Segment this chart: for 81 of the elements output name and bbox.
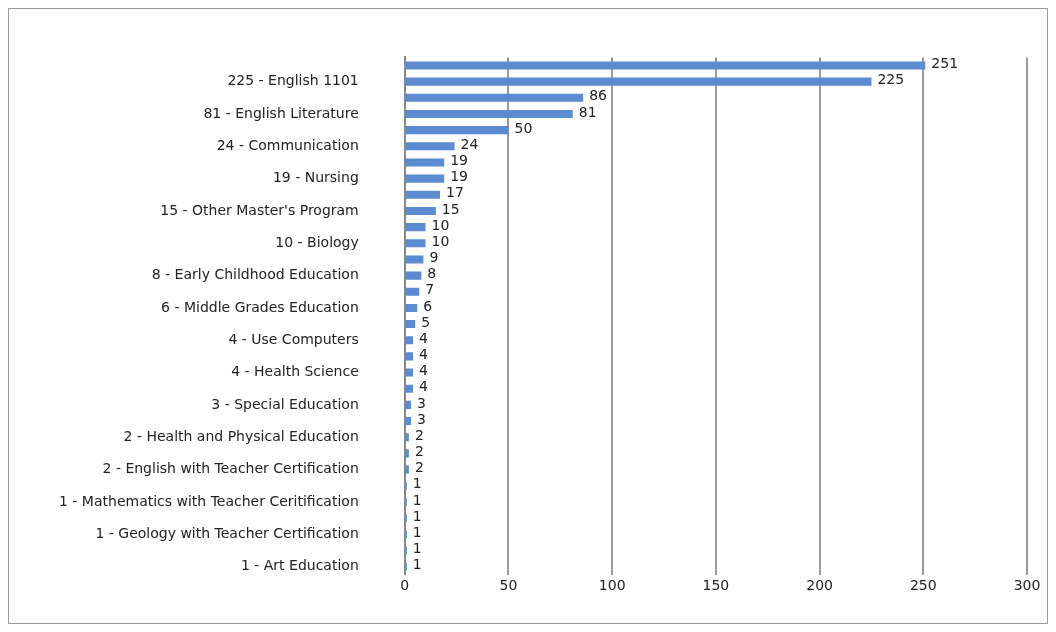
data-label: 2: [414, 426, 424, 443]
bar: [405, 368, 414, 377]
data-label: 50: [514, 119, 533, 136]
data-label: 19: [450, 168, 468, 185]
data-label: 1: [412, 491, 422, 508]
data-label: 4: [419, 362, 429, 379]
bar: [405, 255, 424, 264]
data-label: 15: [441, 200, 460, 217]
data-label: 1: [412, 556, 422, 573]
bar: [405, 433, 409, 442]
data-label: 1: [412, 507, 422, 524]
bar: [405, 336, 414, 345]
bar: [405, 61, 926, 70]
y-tick-label: 4 - Use Computers: [228, 330, 359, 347]
data-label: 251: [931, 55, 959, 72]
x-tick-label: 100: [598, 576, 626, 593]
bar: [405, 320, 416, 329]
data-label: 6: [423, 297, 433, 314]
y-tick-label: 225 - English 1101: [227, 72, 359, 89]
x-tick-label: 0: [400, 576, 410, 593]
x-tick-label: 300: [1013, 576, 1041, 593]
bar: [405, 287, 420, 296]
bar: [405, 109, 573, 119]
y-tick-label: 10 - Biology: [275, 233, 359, 250]
data-label: 10: [431, 216, 450, 233]
y-tick-label: 4 - Health Science: [231, 363, 359, 380]
bar: [405, 126, 509, 135]
bar: [405, 142, 455, 151]
data-label: 8: [427, 265, 437, 282]
y-tick-label: 2 - Health and Physical Education: [123, 427, 359, 444]
data-label: 86: [589, 87, 608, 104]
bar: [405, 93, 584, 102]
data-label: 4: [419, 378, 429, 395]
bar: [405, 206, 436, 215]
x-tick-label: 250: [909, 576, 937, 593]
y-tick-label: 1 - Mathematics with Teacher Ceritification: [59, 492, 359, 509]
data-label: 4: [419, 329, 429, 346]
data-label: 17: [446, 184, 464, 201]
bar: [405, 417, 411, 426]
bar: [405, 271, 422, 280]
bar: [405, 77, 872, 86]
bar: [405, 158, 445, 167]
x-tick-label: 200: [806, 576, 833, 593]
data-label: 225: [877, 71, 905, 88]
data-label: 19: [450, 152, 468, 169]
y-tick-label: 1 - Art Education: [240, 557, 359, 574]
bar: [405, 239, 426, 248]
bar: [405, 352, 414, 361]
data-label: 1: [412, 540, 422, 556]
data-label: 5: [421, 313, 431, 330]
bar: [405, 465, 409, 474]
data-label: 24: [460, 135, 479, 152]
data-label: 81: [578, 103, 597, 120]
y-tick-label: 8 - Early Childhood Education: [151, 266, 359, 283]
y-tick-label: 15 - Other Master's Program: [160, 201, 359, 218]
y-tick-label: 81 - English Literature: [203, 104, 359, 121]
data-label: 3: [416, 410, 426, 427]
data-label: 10: [431, 232, 450, 249]
y-tick-label: 2 - English with Teacher Certification: [102, 460, 359, 477]
data-label: 2: [414, 459, 424, 476]
bar: [405, 384, 414, 393]
data-label: 3: [416, 394, 426, 411]
data-label: 1: [412, 475, 422, 492]
x-tick-label: 50: [499, 576, 518, 593]
x-tick-label: 150: [702, 576, 730, 593]
data-label: 9: [429, 249, 439, 266]
y-tick-label: 3 - Special Education: [211, 395, 359, 412]
y-tick-label: 19 - Nursing: [272, 169, 359, 186]
data-label: 1: [412, 523, 422, 540]
bar: [405, 303, 418, 312]
bar: [405, 174, 445, 183]
bar: [405, 223, 426, 232]
y-tick-label: 6 - Middle Grades Education: [161, 298, 359, 315]
bar: [405, 400, 411, 409]
bar: [405, 190, 441, 199]
bar: [405, 449, 409, 458]
y-tick-label: 1 - Geology with Teacher Certification: [95, 524, 359, 541]
y-tick-label: 24 - Communication: [216, 136, 359, 153]
data-label: 7: [425, 281, 435, 298]
data-label: 2: [414, 443, 424, 460]
data-label: 4: [419, 346, 429, 363]
